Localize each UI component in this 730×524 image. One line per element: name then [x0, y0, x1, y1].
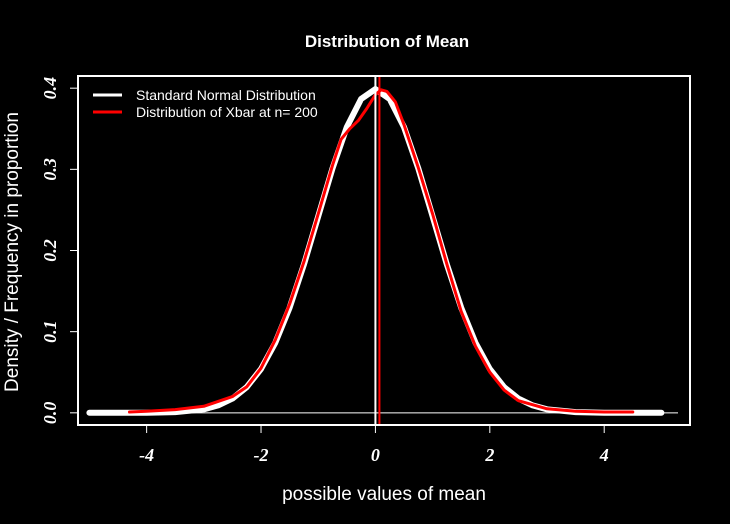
legend-label-0: Standard Normal Distribution — [136, 87, 316, 103]
x-axis-label: possible values of mean — [282, 484, 486, 505]
x-axis-ticks: -4 -2 0 2 4 — [139, 425, 609, 465]
legend-label-1: Distribution of Xbar at n= 200 — [136, 104, 318, 120]
y-tick-label: 0.3 — [40, 158, 60, 181]
y-tick-label: 0.1 — [40, 320, 60, 343]
y-tick-label: 0.2 — [40, 239, 60, 262]
chart-title: Distribution of Mean — [305, 32, 469, 51]
y-tick-label: 0.4 — [40, 77, 60, 100]
legend: Standard Normal DistributionDistribution… — [93, 87, 318, 120]
x-tick-label: -4 — [139, 445, 154, 465]
y-axis-label: Density / Frequency in proportion — [2, 112, 23, 392]
x-tick-label: 4 — [599, 445, 609, 465]
y-tick-label: 0.0 — [40, 402, 60, 425]
series-line-1 — [128, 88, 635, 414]
plot-frame — [77, 75, 691, 426]
x-tick-label: 0 — [371, 445, 380, 465]
x-tick-label: -2 — [254, 445, 269, 465]
plot-area — [86, 76, 678, 425]
y-axis-ticks: 0.0 0.1 0.2 0.3 0.4 — [40, 77, 78, 424]
x-tick-label: 2 — [484, 445, 494, 465]
